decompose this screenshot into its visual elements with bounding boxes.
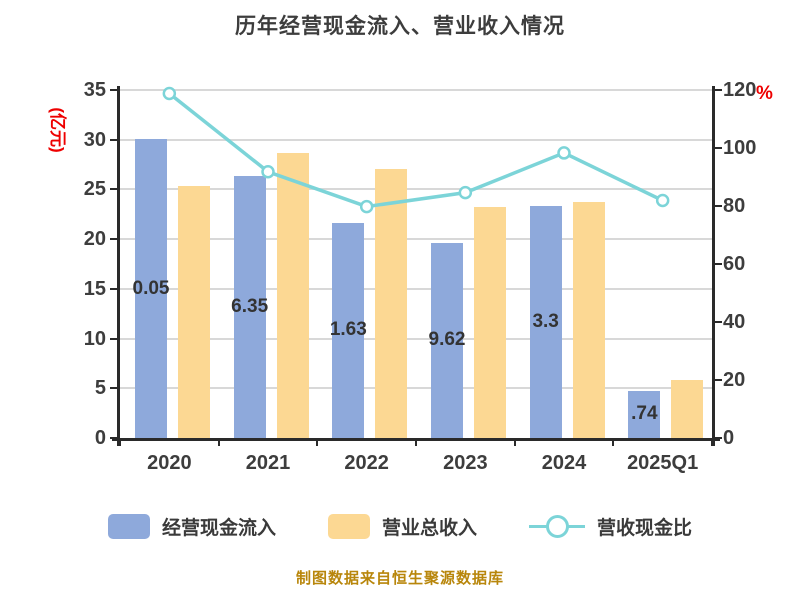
cash-inflow-bar (529, 206, 562, 438)
right-axis-tick-label: 40 (723, 311, 746, 333)
right-axis-line (712, 86, 715, 446)
left-axis-tick-label: 30 (83, 128, 106, 151)
bar-value-label: 1.63 (329, 319, 367, 341)
x-axis-category-label: 2023 (443, 452, 488, 474)
revenue-bar (572, 202, 605, 438)
gridline (120, 287, 712, 290)
bar-value-label: 6.35 (231, 296, 269, 317)
right-tick-mark (712, 147, 722, 149)
right-axis-tick-label: 80 (723, 195, 746, 217)
bottom-tick-mark (217, 438, 220, 446)
ratio-line-marker (162, 86, 177, 101)
left-tick-mark (110, 89, 120, 91)
right-axis-tick-label: 60 (723, 253, 746, 275)
gridline (120, 337, 712, 340)
ratio-line-marker (655, 193, 670, 208)
left-axis-tick-label: 5 (94, 377, 106, 400)
plot-area: 0 5 10 15 20 25 30 35 0 20 40 60 80 100 120 (亿元)% 2020 20… (48, 79, 773, 474)
left-tick-mark (110, 387, 120, 390)
cash-inflow-bar (332, 222, 365, 438)
gridline (120, 138, 712, 141)
data-source-caption: 制图数据来自恒生聚源数据库 (295, 570, 504, 587)
ratio-dot-icon (546, 515, 569, 538)
ratio-line-marker (261, 165, 275, 179)
right-tick-mark (712, 89, 722, 91)
legend: 经营现金流入 营业总收入 营收现金比 (0, 513, 800, 540)
right-axis-unit-label: % (756, 83, 773, 104)
cash-inflow-swatch-icon (107, 514, 150, 539)
right-tick-mark (712, 321, 722, 323)
gridline (120, 238, 712, 241)
legend-item-revenue: 营业总收入 (327, 513, 477, 540)
bar-value-label: 0.05 (132, 277, 170, 299)
right-axis-tick-label: 20 (723, 369, 746, 391)
x-axis-category-label: 2021 (245, 452, 291, 474)
left-axis-tick-label: 20 (83, 228, 106, 251)
legend-label-ratio: 营收现金比 (597, 518, 693, 539)
bottom-tick-mark (513, 438, 516, 446)
cash-inflow-bar (135, 139, 167, 438)
ratio-line-marker (557, 146, 571, 160)
revenue-bar (671, 380, 704, 438)
right-axis-tick-label: 120 (723, 79, 757, 101)
gridline (120, 188, 712, 191)
chart-title: 历年经营现金流入、营业收入情况 (235, 15, 565, 38)
ratio-line-legend-icon (529, 514, 585, 539)
revenue-swatch-icon (327, 514, 370, 539)
revenue-bar (276, 152, 309, 438)
bar-value-label: 3.3 (532, 311, 559, 333)
bottom-axis-line (112, 438, 720, 441)
right-axis-tick-label: 0 (723, 427, 735, 449)
x-axis-category-label: 2020 (147, 452, 192, 474)
x-axis-category-label: 2025Q1 (627, 452, 699, 474)
left-axis-line (117, 86, 120, 446)
left-axis-tick-label: 35 (83, 79, 106, 101)
bottom-tick-mark (415, 438, 417, 446)
right-tick-mark (712, 379, 722, 381)
left-axis-tick-label: 0 (94, 427, 106, 449)
bottom-tick-mark (316, 438, 319, 446)
left-axis-tick-label: 15 (83, 277, 106, 300)
bottom-tick-mark (612, 438, 615, 446)
bar-value-label: .74 (631, 403, 658, 425)
cash-inflow-bar (431, 242, 463, 438)
ratio-line-marker (359, 199, 374, 214)
legend-item-cash-inflow: 经营现金流入 (107, 513, 276, 540)
left-axis-tick-label: 25 (83, 178, 106, 201)
left-axis-tick-label: 10 (83, 327, 106, 350)
x-axis-category-label: 2022 (344, 452, 389, 474)
bottom-tick-mark (119, 438, 121, 446)
ratio-line-marker (458, 185, 473, 200)
x-axis-category-label: 2024 (541, 452, 587, 474)
cash-inflow-bar (628, 390, 661, 438)
revenue-bar (178, 186, 210, 438)
right-tick-mark (712, 205, 722, 207)
revenue-bar (474, 207, 506, 438)
gridline (120, 89, 712, 91)
revenue-bar (375, 168, 408, 438)
left-tick-mark (110, 238, 120, 241)
legend-item-ratio: 营收现金比 (529, 513, 692, 540)
left-tick-mark (110, 337, 120, 340)
legend-label-cash-inflow: 经营现金流入 (161, 518, 276, 539)
left-tick-mark (110, 287, 120, 290)
ratio-line-series (162, 86, 670, 214)
left-axis-unit-label: (亿元) (48, 107, 67, 153)
cash-inflow-bar (233, 176, 266, 438)
legend-label-revenue: 营业总收入 (381, 518, 477, 539)
left-tick-mark (110, 138, 120, 141)
right-tick-mark (712, 263, 722, 265)
bar-value-label: 9.62 (428, 329, 466, 351)
left-tick-mark (110, 188, 120, 191)
right-axis-tick-label: 100 (723, 137, 757, 159)
gridline (120, 387, 712, 390)
